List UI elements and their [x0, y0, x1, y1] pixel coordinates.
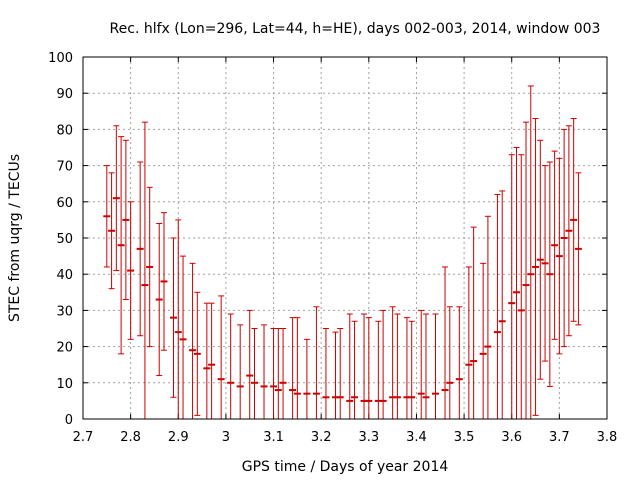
y-tick-label: 60 — [56, 196, 73, 211]
y-tick-label: 30 — [56, 304, 73, 319]
y-tick-label: 80 — [56, 123, 73, 138]
chart-title: Rec. hlfx (Lon=296, Lat=44, h=HE), days … — [110, 21, 601, 37]
x-tick-label: 2.9 — [168, 430, 189, 445]
x-tick-label: 3.6 — [501, 430, 522, 445]
y-tick-label: 100 — [48, 51, 73, 66]
x-tick-labels: 2.7 2.8 2.9 3 3.1 3.2 3.3 3.4 3.5 3.6 3.7 3.8 — [73, 430, 618, 445]
y-tick-label: 70 — [56, 160, 73, 175]
y-tick-label: 40 — [56, 268, 73, 283]
y-tick-labels: 0 10 20 30 40 50 60 70 80 90 100 — [48, 51, 73, 428]
x-tick-label: 3.8 — [597, 430, 618, 445]
x-tick-label: 3.3 — [358, 430, 379, 445]
x-tick-label: 3 — [222, 430, 230, 445]
y-tick-label: 20 — [56, 341, 73, 356]
plot-frame — [82, 56, 608, 420]
x-tick-label: 2.8 — [120, 430, 141, 445]
x-tick-label: 2.7 — [73, 430, 94, 445]
x-tick-label: 3.5 — [454, 430, 475, 445]
x-tick-label: 3.1 — [263, 430, 284, 445]
grid — [82, 56, 608, 420]
y-tick-label: 0 — [65, 413, 73, 428]
y-tick-label: 90 — [56, 87, 73, 102]
y-axis-label: STEC from uqrg / TECUs — [7, 154, 23, 322]
x-tick-label: 3.7 — [549, 430, 570, 445]
x-tick-label: 3.4 — [406, 430, 427, 445]
error-bars — [103, 85, 582, 419]
x-axis-label: GPS time / Days of year 2014 — [242, 459, 449, 475]
y-tick-label: 10 — [56, 377, 73, 392]
data-points — [103, 197, 582, 402]
y-tick-label: 50 — [56, 232, 73, 247]
x-tick-label: 3.2 — [311, 430, 332, 445]
